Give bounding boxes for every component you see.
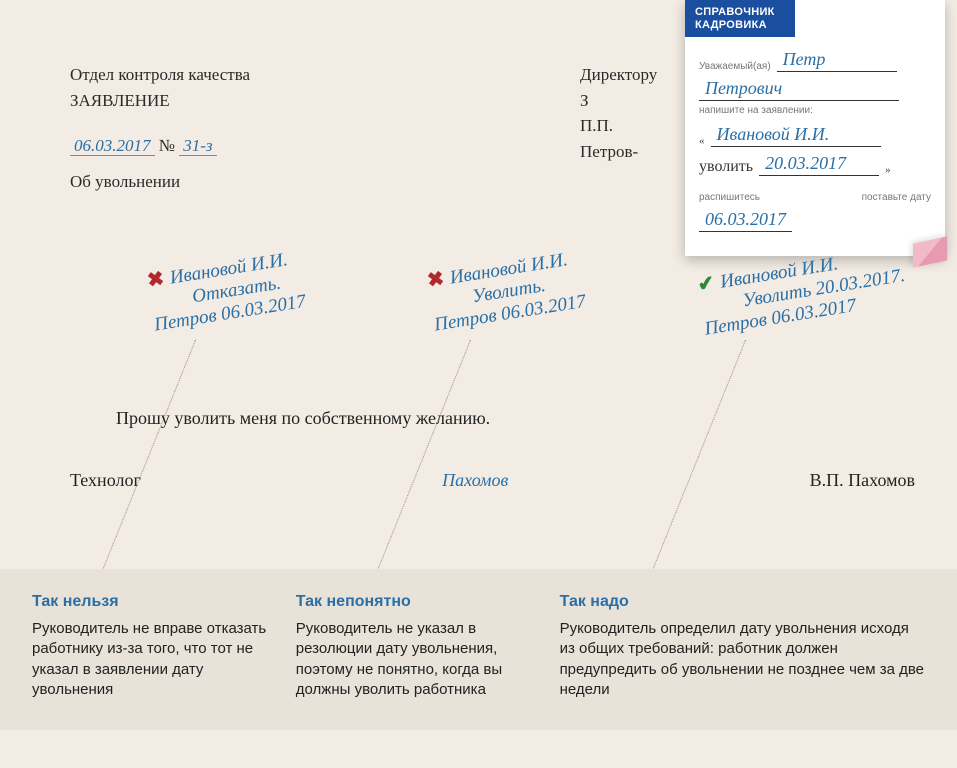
- application-body: Прошу уволить меня по собственному желан…: [116, 408, 490, 429]
- explanation-text: Руководитель определил дату увольнения и…: [560, 619, 925, 700]
- cross-icon: ✖: [426, 268, 446, 292]
- department: Отдел контроля качества: [70, 62, 250, 88]
- sticky-sign-hint: распишитесь: [699, 192, 760, 203]
- cross-icon: ✖: [146, 268, 166, 292]
- sticky-tab-line1: СПРАВОЧНИК: [695, 6, 785, 19]
- sticky-to-name: Ивановой И.И.: [711, 124, 881, 147]
- reference-line: 06.03.2017 № 31-з: [70, 133, 250, 159]
- explanation-text: Руководитель не вправе отказать работник…: [32, 619, 268, 700]
- doc-type: ЗАЯВЛЕНИЕ: [70, 88, 250, 114]
- greet-prefix: Уважаемый(ая): [699, 61, 771, 72]
- explanation-title: Так надо: [560, 593, 925, 611]
- greet-name2: Петрович: [699, 78, 899, 101]
- sticky-sign-date: 06.03.2017: [699, 209, 792, 232]
- signer-fio: В.П. Пахомов: [810, 470, 915, 491]
- resolutions-area: ✖Ивановой И.И.Отказать.Петров 06.03.2017…: [0, 240, 957, 380]
- explanation-text: Руководитель не указал в резолюции дату …: [296, 619, 532, 700]
- sticky-tab: СПРАВОЧНИК КАДРОВИКА: [685, 0, 795, 37]
- resolution-note: ✔Ивановой И.И.Уволить 20.03.2017.Петров …: [696, 242, 910, 340]
- explanation-title: Так непонятно: [296, 593, 532, 611]
- resolution-note: ✖Ивановой И.И.Отказать.Петров 06.03.2017: [146, 246, 308, 336]
- greet-name: Петр: [777, 49, 897, 72]
- resolution-note: ✖Ивановой И.И.Уволить.Петров 06.03.2017: [426, 246, 588, 336]
- sticky-hint1: напишите на заявлении:: [699, 105, 931, 116]
- addressee-line2: П.П. Петров-: [580, 113, 657, 164]
- sticky-action-date: 20.03.2017: [759, 153, 879, 176]
- addressee-block: Директору З П.П. Петров-: [580, 62, 657, 164]
- sticky-body: Уважаемый(ая) Петр Петрович напишите на …: [685, 37, 945, 244]
- sender-block: Отдел контроля качества ЗАЯВЛЕНИЕ 06.03.…: [70, 62, 250, 194]
- signature-row: Технолог Пахомов В.П. Пахомов: [70, 470, 915, 491]
- sticky-note: СПРАВОЧНИК КАДРОВИКА Уважаемый(ая) Петр …: [685, 0, 945, 256]
- explanation-column: Так непонятно Руководитель не указал в ре…: [296, 593, 532, 700]
- doc-number: 31-з: [179, 136, 216, 156]
- check-icon: ✔: [696, 272, 716, 296]
- doc-date: 06.03.2017: [70, 136, 155, 156]
- addressee-line1: Директору З: [580, 62, 657, 113]
- signer-role: Технолог: [70, 470, 141, 491]
- explanation-title: Так нельзя: [32, 593, 268, 611]
- sticky-tab-line2: КАДРОВИКА: [695, 19, 785, 32]
- num-label: №: [159, 136, 175, 155]
- explanation-column: Так нельзя Руководитель не вправе отказат…: [32, 593, 268, 700]
- doc-subject: Об увольнении: [70, 169, 250, 195]
- sticky-action: уволить: [699, 158, 753, 176]
- sticky-date-hint: поставьте дату: [862, 192, 931, 203]
- explanation-column: Так надо Руководитель определил дату увол…: [560, 593, 925, 700]
- signer-signature: Пахомов: [442, 470, 508, 491]
- explanation-band: Так нельзя Руководитель не вправе отказат…: [0, 569, 957, 730]
- document-header: Отдел контроля качества ЗАЯВЛЕНИЕ 06.03.…: [70, 62, 637, 194]
